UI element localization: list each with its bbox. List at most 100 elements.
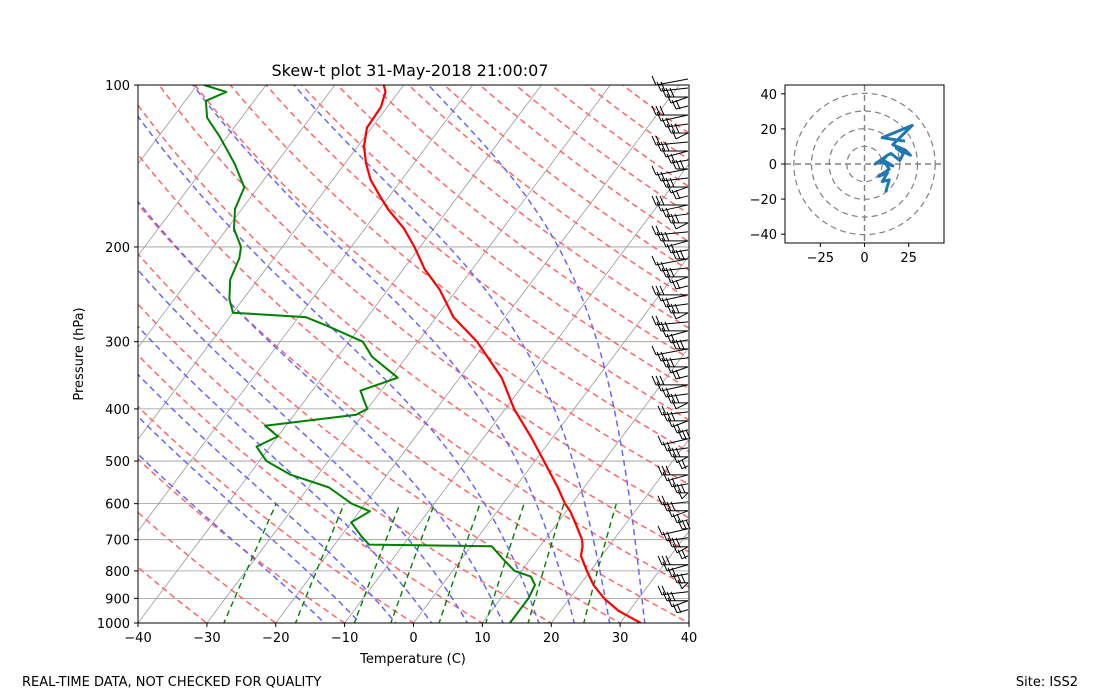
isotherm-line <box>138 85 542 623</box>
wind-barb-flag <box>675 189 681 200</box>
wind-barb-flag <box>661 555 667 565</box>
wind-barb-flag <box>659 195 665 206</box>
wind-barb-flag <box>671 279 677 290</box>
wind-barb-flag <box>666 93 672 104</box>
wind-barb-staff <box>671 600 689 608</box>
wind-barb-staff <box>671 420 689 428</box>
wind-barb <box>677 549 689 560</box>
wind-barb-flag <box>666 363 672 374</box>
isotherm-lines <box>0 85 689 623</box>
wind-barb <box>651 285 688 296</box>
wind-barb-flag <box>672 483 678 494</box>
wind-barb-flag <box>661 585 667 595</box>
wind-barb <box>656 261 689 272</box>
wind-barb-staff <box>675 285 689 290</box>
wind-barb-flag <box>670 123 676 134</box>
wind-barb-flag <box>666 183 672 194</box>
wind-barb-flag <box>670 591 676 601</box>
wind-barb <box>677 579 689 590</box>
wind-barb <box>651 345 689 356</box>
wind-barb-flag <box>655 195 661 206</box>
wind-barb <box>657 435 689 446</box>
temperature-line <box>362 85 642 623</box>
wind-barb-flag <box>657 525 663 535</box>
wind-barb-flag <box>676 423 682 434</box>
wind-barb <box>656 351 689 362</box>
wind-barb-flag <box>656 261 662 272</box>
wind-barb-flag <box>651 165 657 176</box>
wind-barb-flag <box>671 309 677 320</box>
wind-barb-flag <box>677 579 683 589</box>
site-label: Site: ISS2 <box>1016 675 1078 690</box>
wind-barb-staff <box>660 294 689 302</box>
isotherm-line <box>413 254 689 623</box>
wind-barb-flag <box>662 501 668 512</box>
wind-barb-flag <box>655 225 661 236</box>
moist-adiabat-line <box>138 373 397 623</box>
wind-barb-flag <box>664 141 670 152</box>
wind-barb-staff <box>665 150 689 158</box>
wind-barb-flag <box>660 141 666 152</box>
wind-barb-flag <box>672 513 678 524</box>
x-tick-label: −10 <box>331 631 358 646</box>
wind-barb <box>661 87 688 98</box>
wind-barb-flag <box>661 207 667 218</box>
y-axis-ticks: 100 200 300 400 500 600 700 800 900 1000 <box>97 79 138 632</box>
wind-barb-flag <box>677 519 683 530</box>
wind-barb <box>656 201 689 212</box>
chart-title: Skew-t plot 31-May-2018 21:00:07 <box>271 61 548 80</box>
wind-barb-staff <box>661 411 689 416</box>
wind-barb-staff <box>666 474 689 482</box>
wind-barb <box>666 183 689 194</box>
wind-barb <box>666 333 689 344</box>
moist-adiabat-line <box>138 415 362 623</box>
wind-barb <box>677 489 689 500</box>
hodograph-x-tick-label: 25 <box>900 251 917 266</box>
mixing-ratio-lines <box>223 503 617 623</box>
wind-barb-flag <box>666 333 672 344</box>
wind-barb-flag <box>661 357 667 368</box>
wind-barb-staff <box>675 132 689 140</box>
wind-barb-flag <box>666 531 672 541</box>
wind-barb <box>661 357 688 368</box>
wind-barb-flag <box>675 159 681 170</box>
moist-adiabat-line <box>138 268 469 623</box>
wind-barb-staff <box>675 105 689 110</box>
wind-barb-flag <box>661 405 667 416</box>
wind-barb-staff <box>670 366 689 374</box>
wind-barb-flag <box>651 195 657 206</box>
wind-barb-flag <box>656 81 662 92</box>
wind-barb-flag <box>674 303 680 314</box>
dry-adiabat-line <box>372 85 689 330</box>
wind-barb-flag <box>666 393 672 404</box>
wind-barb-staff <box>655 141 689 146</box>
wind-barb-flag <box>681 459 687 470</box>
wind-barb-staff <box>655 321 689 326</box>
wind-barb-flag <box>662 561 668 571</box>
wind-barb-flag <box>679 339 685 350</box>
wind-barb-flag <box>655 285 661 296</box>
wind-barb <box>662 591 688 602</box>
wind-barb-flag <box>667 507 673 518</box>
wind-barb <box>651 225 689 236</box>
wind-barb-staff <box>670 186 689 194</box>
wind-barb-flag <box>665 387 671 398</box>
dry-adiabat-line <box>138 252 622 623</box>
wind-barb-flag <box>672 453 678 464</box>
wind-barb <box>671 399 689 410</box>
wind-barb-flag <box>679 159 685 170</box>
wind-barb <box>656 381 689 392</box>
wind-barb-flag <box>666 591 672 601</box>
wind-barb-flag <box>670 303 676 314</box>
wind-barb-flag <box>666 303 672 314</box>
wind-barb <box>661 297 689 308</box>
temperature-profile <box>362 85 642 623</box>
wind-barb-flag <box>665 297 671 308</box>
wind-barb <box>657 585 689 596</box>
wind-barb-flag <box>659 375 665 386</box>
wind-barb <box>667 597 689 608</box>
wind-barb <box>666 273 689 284</box>
isotherm-line <box>0 85 59 623</box>
wind-barb-flag <box>675 537 681 547</box>
